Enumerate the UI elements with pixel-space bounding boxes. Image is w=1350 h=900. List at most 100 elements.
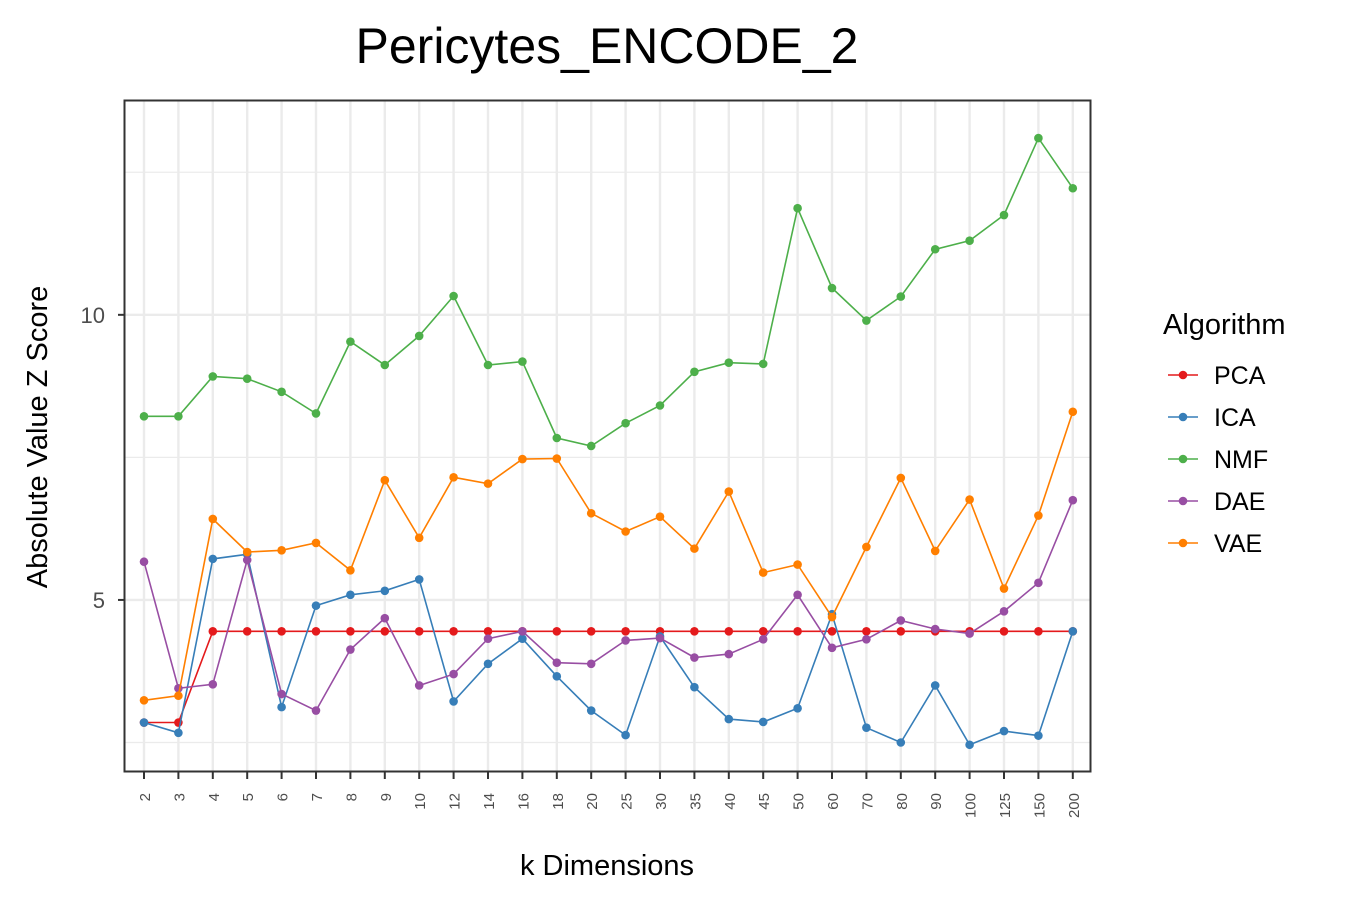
data-point — [380, 360, 390, 370]
data-point — [896, 292, 906, 301]
x-tick-label: 200 — [1066, 793, 1083, 818]
data-point — [552, 626, 562, 636]
legend-key-point — [1178, 538, 1188, 548]
data-point — [724, 626, 734, 636]
data-point — [758, 359, 768, 369]
x-tick-label: 20 — [584, 793, 601, 810]
data-point — [586, 626, 596, 636]
data-point — [242, 626, 252, 636]
data-point — [690, 626, 699, 636]
data-point — [793, 703, 802, 713]
data-point — [586, 441, 596, 451]
legend-label: ICA — [1214, 404, 1256, 432]
x-tick-label: 4 — [206, 793, 223, 801]
data-point — [655, 633, 665, 643]
data-point — [896, 626, 906, 636]
data-point — [311, 626, 321, 636]
data-point — [999, 607, 1009, 616]
data-point — [449, 473, 458, 482]
data-point — [242, 374, 252, 383]
data-point — [483, 360, 493, 370]
data-point — [724, 358, 734, 368]
legend-key-point — [1178, 412, 1188, 422]
data-point — [724, 649, 734, 659]
data-point — [896, 616, 906, 625]
data-point — [311, 538, 321, 548]
data-point — [483, 659, 493, 669]
legend-title: Algorithm — [1163, 309, 1286, 341]
x-tick-label: 3 — [171, 793, 188, 801]
x-axis-title: k Dimensions — [520, 850, 694, 882]
data-point — [414, 331, 424, 341]
data-point — [449, 669, 458, 679]
data-point — [1034, 731, 1043, 740]
data-point — [793, 560, 802, 569]
x-tick-label: 7 — [309, 793, 326, 801]
series-nmf — [139, 133, 1078, 451]
data-point — [449, 626, 458, 636]
series-line — [143, 553, 1074, 746]
data-point — [414, 681, 424, 690]
data-point — [277, 626, 286, 636]
data-point — [862, 626, 871, 636]
legend-key-point — [1178, 370, 1188, 380]
legend-item-dae: DAE — [1168, 488, 1265, 516]
data-point — [414, 533, 424, 543]
data-point — [965, 495, 974, 504]
data-point — [346, 645, 355, 654]
data-point — [277, 702, 286, 712]
data-point — [311, 706, 321, 715]
data-point — [449, 291, 458, 301]
data-point — [793, 626, 802, 636]
data-point — [483, 626, 493, 636]
series-pca — [139, 626, 1078, 727]
data-point — [1034, 511, 1043, 520]
x-tick-label: 70 — [859, 793, 876, 810]
series-dae — [139, 495, 1078, 715]
data-point — [208, 554, 218, 564]
data-point — [758, 717, 768, 727]
data-point — [311, 409, 321, 418]
data-point — [655, 401, 665, 410]
data-point — [277, 546, 286, 555]
data-point — [690, 653, 699, 662]
data-point — [1034, 133, 1043, 143]
x-tick-label: 16 — [515, 793, 532, 810]
data-point — [139, 718, 149, 727]
legend-key-point — [1178, 454, 1188, 464]
data-point — [827, 626, 837, 636]
data-point — [208, 680, 218, 689]
data-point — [690, 367, 699, 377]
legend-label: NMF — [1214, 446, 1268, 474]
data-point — [896, 473, 906, 483]
x-tick-label: 50 — [791, 793, 808, 810]
data-point — [552, 454, 562, 463]
data-point — [655, 512, 665, 521]
data-point — [586, 706, 596, 715]
data-point — [414, 575, 424, 584]
legend-key-point — [1178, 496, 1188, 506]
data-point — [552, 672, 562, 681]
x-tick-label: 25 — [619, 793, 636, 810]
data-point — [999, 584, 1009, 593]
data-point — [827, 643, 837, 653]
data-point — [758, 634, 768, 644]
data-point — [552, 433, 562, 443]
x-tick-label: 45 — [756, 793, 773, 810]
data-point — [965, 236, 974, 246]
series-line — [143, 499, 1074, 712]
data-point — [586, 659, 596, 669]
series-line — [144, 630, 1073, 724]
data-point — [483, 634, 493, 644]
data-point — [1034, 578, 1043, 588]
x-tick-label: 14 — [481, 793, 498, 810]
x-tick-label: 8 — [343, 793, 360, 801]
legend-item-vae: VAE — [1168, 530, 1262, 558]
data-point — [174, 728, 183, 738]
series-line — [143, 411, 1074, 702]
legend-item-pca: PCA — [1168, 362, 1266, 390]
data-point — [380, 613, 390, 623]
x-tick-label: 90 — [928, 793, 945, 810]
data-point — [518, 357, 527, 366]
